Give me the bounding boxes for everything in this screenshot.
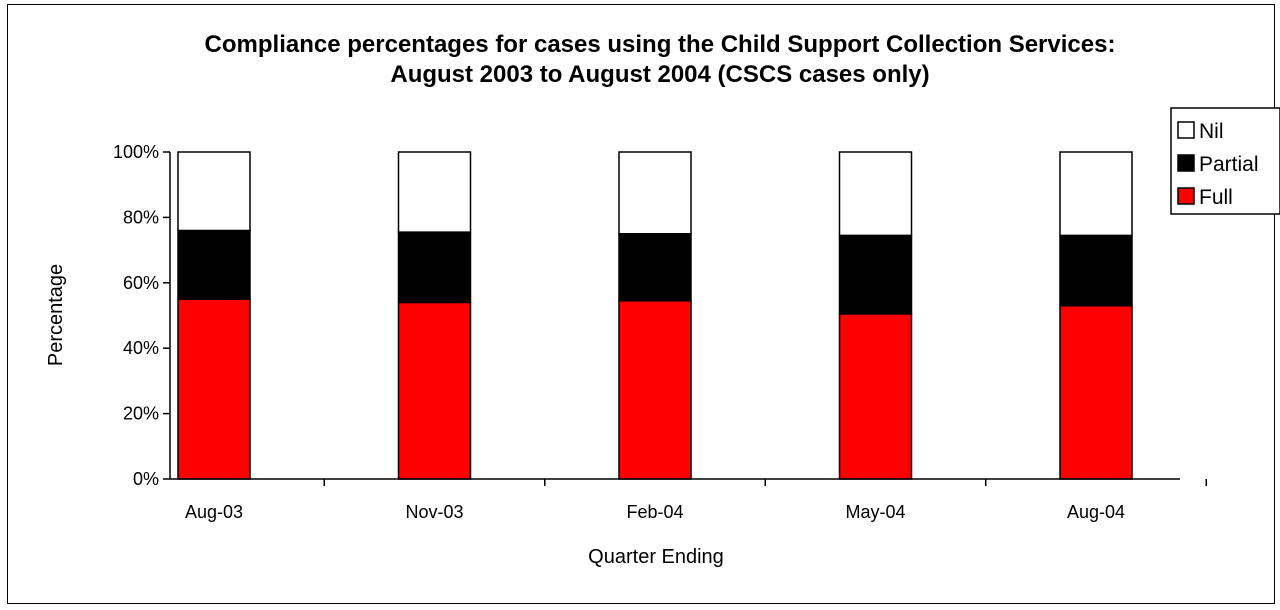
- x-tick-label: Nov-03: [405, 502, 463, 522]
- x-tick-label: Feb-04: [626, 502, 683, 522]
- bar-full-aug-03: [177, 298, 251, 480]
- bar-partial-aug-04: [1059, 234, 1133, 307]
- legend-label-partial: Partial: [1199, 153, 1259, 176]
- legend-swatch-nil: [1177, 121, 1195, 139]
- bar-nil-nov-03: [397, 151, 472, 233]
- x-tick-label: Aug-03: [185, 502, 243, 522]
- bar-full-aug-04: [1059, 304, 1133, 480]
- chart-title-line-1: Compliance percentages for cases using t…: [204, 31, 1116, 58]
- legend-swatch-full: [1177, 187, 1195, 205]
- y-tick-label: 60%: [123, 273, 159, 293]
- y-axis-label: Percentage: [45, 264, 67, 366]
- bar-nil-may-04: [838, 151, 913, 237]
- y-tick-label: 80%: [123, 207, 159, 227]
- bar-full-may-04: [838, 313, 913, 480]
- plot-layer: Aug-03 Nov-03 Feb-04 May-04 Aug-04 0% 20% 40% 60…: [113, 142, 1207, 522]
- y-tick-label: 100%: [113, 142, 159, 162]
- bar-nil-feb-04: [618, 151, 692, 235]
- legend-label-full: Full: [1199, 186, 1233, 209]
- bar-full-feb-04: [618, 300, 692, 480]
- bar-partial-may-04: [838, 234, 913, 315]
- legend-label-nil: Nil: [1199, 120, 1224, 143]
- x-axis-label: Quarter Ending: [588, 546, 724, 568]
- bar-nil-aug-03: [177, 151, 251, 232]
- bar-partial-nov-03: [397, 231, 472, 304]
- legend-swatch-partial: [1177, 154, 1195, 172]
- chart-title-line-2: August 2003 to August 2004 (CSCS cases o…: [390, 61, 930, 88]
- y-tick-label: 20%: [123, 404, 159, 424]
- bar-partial-feb-04: [618, 233, 692, 302]
- y-tick-label: 0%: [133, 469, 159, 489]
- x-tick-label: May-04: [845, 502, 905, 522]
- bar-full-nov-03: [397, 301, 472, 480]
- bar-partial-aug-03: [177, 229, 251, 300]
- bar-nil-aug-04: [1059, 151, 1133, 237]
- chart-title: Compliance percentages for cases using t…: [0, 30, 1280, 90]
- y-tick-label: 40%: [123, 338, 159, 358]
- x-tick-label: Aug-04: [1067, 502, 1125, 522]
- legend: Nil Partial Full: [1170, 107, 1280, 215]
